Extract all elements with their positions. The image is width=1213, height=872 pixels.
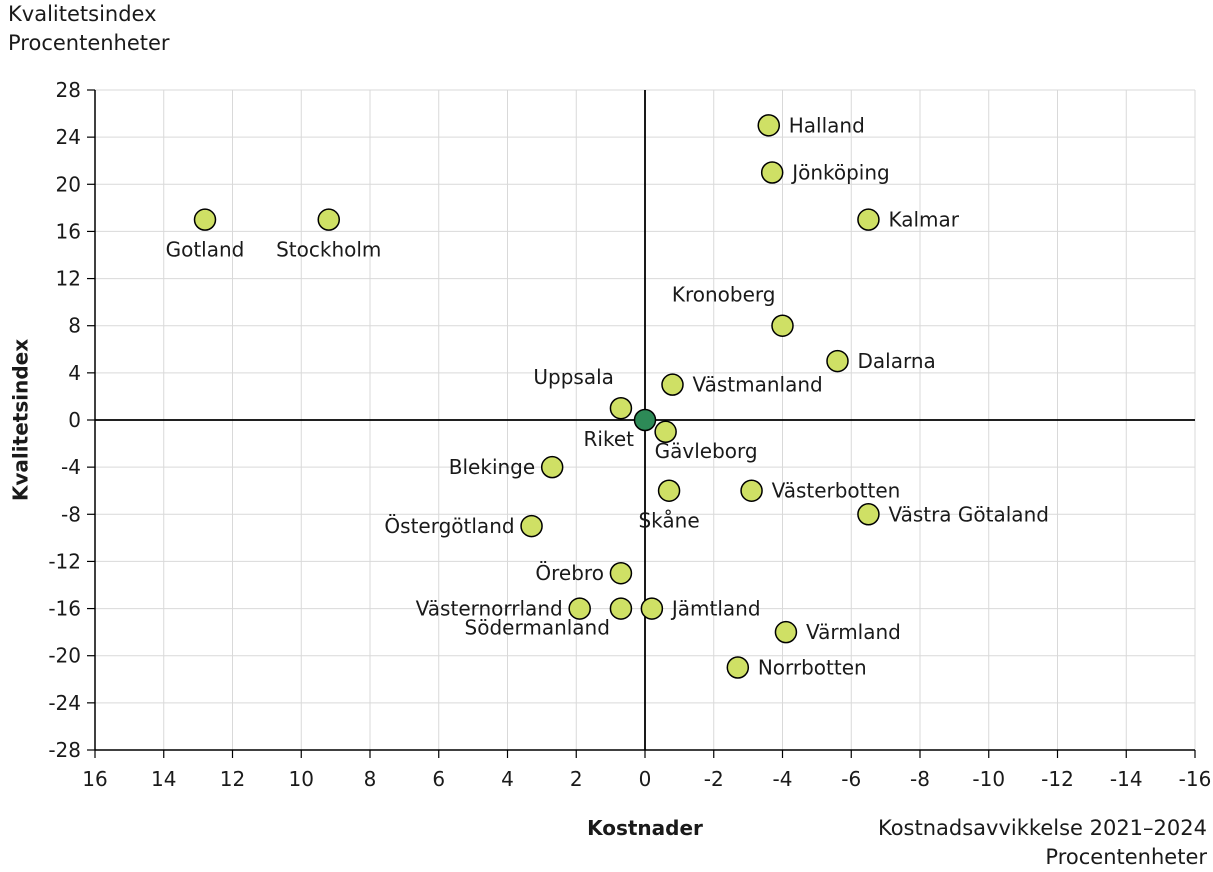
point-vastmanland (661, 373, 684, 396)
label-uppsala: Uppsala (533, 365, 614, 389)
point-dalarna (826, 349, 849, 373)
y-tick-label: -24 (48, 691, 81, 715)
x-tick-label: 6 (432, 767, 445, 791)
point-varmland (774, 620, 798, 644)
x-tick-label: -12 (1041, 767, 1074, 791)
x-tick-label: 12 (220, 767, 245, 791)
x-tick-labels: 16 14 12 10 8 6 4 2 0 -2 -4 -6 -8 -10 -12 -14 -16 (82, 767, 1211, 791)
point-vasternorrland (568, 597, 591, 620)
y-axis-title: Kvalitetsindex (9, 339, 33, 501)
point-labels: Halland Jönköping Kalmar Gotland Stockholm Kr… (166, 113, 1049, 679)
label-kalmar: Kalmar (888, 208, 959, 232)
label-sodermanland: Södermanland (465, 616, 610, 640)
label-orebro: Örebro (535, 561, 604, 585)
point-kalmar (857, 208, 880, 231)
point-blekinge (540, 455, 564, 479)
x-tick-label: 16 (82, 767, 107, 791)
point-norrbotten (726, 656, 750, 679)
label-blekinge: Blekinge (449, 455, 535, 479)
x-tick-label: -2 (704, 767, 724, 791)
x-unit-title: Kostnadsavvikkelse 2021–2024 Procentenhe… (878, 814, 1207, 872)
y-tick-label: 28 (56, 78, 81, 102)
x-tick-label: 8 (364, 767, 377, 791)
point-vastra-gotaland (857, 503, 880, 526)
label-vastra-gotaland: Västra Götaland (888, 502, 1049, 526)
y-tick-labels: 28 24 20 16 12 8 4 0 -4 -8 -12 -16 -20 -24 -28 (48, 78, 81, 762)
y-tick-label: -16 (48, 597, 81, 621)
label-stockholm: Stockholm (276, 238, 381, 262)
point-sodermanland (609, 597, 633, 620)
point-kronoberg (771, 314, 794, 337)
x-tick-label: 0 (639, 767, 652, 791)
point-gavleborg (654, 420, 677, 444)
label-vasterbotten: Västerbotten (772, 479, 901, 503)
x-tick-label: -4 (773, 767, 793, 791)
label-jonkoping: Jönköping (790, 161, 890, 185)
point-orebro (609, 561, 633, 585)
point-jonkoping (760, 161, 784, 184)
x-tick-label: 14 (151, 767, 176, 791)
x-tick-label: 4 (501, 767, 514, 791)
x-tick-label: -16 (1179, 767, 1212, 791)
label-vastmanland: Västmanland (693, 373, 823, 397)
x-tick-label: -8 (910, 767, 930, 791)
y-tick-label: -28 (48, 738, 81, 762)
label-norrbotten: Norrbotten (758, 656, 867, 680)
point-jamtland (640, 597, 664, 620)
x-unit-title-line1: Kostnadsavvikkelse 2021–2024 (877, 816, 1207, 840)
label-halland: Halland (789, 113, 865, 137)
point-ostergotland (520, 514, 543, 538)
y-tick-label: 0 (68, 408, 81, 432)
data-points (193, 114, 880, 679)
y-tick-label: -4 (61, 455, 81, 479)
point-uppsala (609, 396, 633, 420)
label-ostergotland: Östergötland (384, 514, 514, 538)
x-unit-title-line2: Procentenheter (1045, 845, 1207, 869)
x-tick-label: 10 (289, 767, 314, 791)
label-vasternorrland: Västernorrland (416, 597, 563, 621)
y-tick-label: 12 (56, 267, 81, 291)
y-tick-label: -20 (48, 644, 81, 668)
label-skane: Skåne (638, 509, 699, 533)
label-gotland: Gotland (166, 238, 245, 262)
y-tick-label: -12 (48, 549, 81, 573)
label-gavleborg: Gävleborg (655, 439, 758, 463)
point-skane (657, 479, 681, 502)
y-tick-label: 4 (68, 361, 81, 385)
label-riket: Riket (584, 427, 635, 451)
y-tick-label: 8 (68, 314, 81, 338)
x-axis-title: Kostnader (587, 816, 703, 840)
label-kronoberg: Kronoberg (672, 283, 776, 307)
x-tick-label: -14 (1110, 767, 1143, 791)
point-stockholm (317, 208, 340, 231)
x-tick-label: -10 (972, 767, 1005, 791)
y-tick-label: 24 (56, 125, 81, 149)
y-tick-label: 16 (56, 219, 81, 243)
point-vasterbotten (740, 479, 763, 502)
y-tick-label: -8 (61, 502, 81, 526)
label-varmland: Värmland (806, 620, 901, 644)
y-unit-title: Kvalitetsindex Procentenheter (8, 0, 170, 58)
point-riket (633, 408, 657, 432)
point-gotland (193, 208, 217, 231)
y-tick-label: 20 (56, 172, 81, 196)
label-jamtland: Jämtland (670, 597, 761, 621)
x-tick-label: -6 (841, 767, 861, 791)
point-halland (757, 114, 780, 137)
x-tick-label: 2 (570, 767, 583, 791)
y-unit-title-line2: Procentenheter (8, 31, 170, 55)
label-dalarna: Dalarna (858, 349, 936, 373)
y-unit-title-line1: Kvalitetsindex (8, 2, 157, 26)
